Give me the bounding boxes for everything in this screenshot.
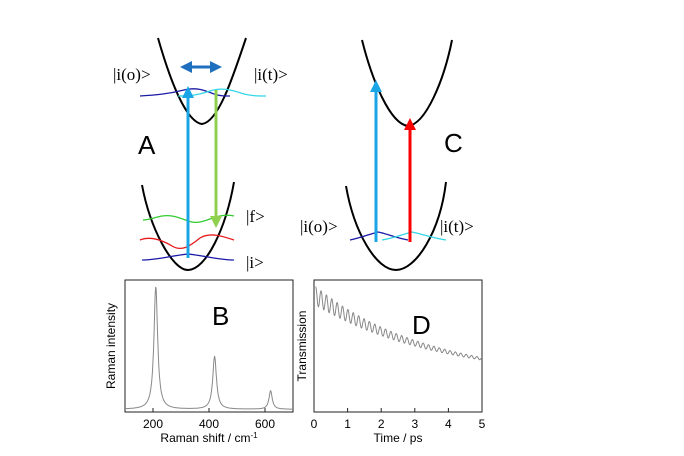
x-tick-label: 1 <box>344 417 351 431</box>
panel-c-label-io: |i(o)> <box>300 217 338 236</box>
panel-a-lower-potential <box>141 181 235 272</box>
panel-d-axes <box>313 279 483 413</box>
panel-a-wavefunction-mid <box>139 234 235 250</box>
panel-c: C |i(o)> |i(t)> <box>300 39 474 272</box>
panel-a-label-i: |i> <box>246 253 264 272</box>
panel-b-x-label-superscript: -1 <box>250 431 258 440</box>
panel-b-x-ticks: 200 400 600 <box>143 408 275 431</box>
panel-c-label-it: |i(t)> <box>440 217 474 236</box>
panel-d-y-label: Transmission <box>295 311 309 382</box>
panel-a-label-f: |f> <box>246 207 265 226</box>
x-tick-label: 400 <box>199 417 219 431</box>
panel-d-x-label: Time / ps <box>374 431 423 445</box>
x-tick-label: 4 <box>445 417 452 431</box>
panel-a-label-io: |i(o)> <box>113 65 151 84</box>
panel-c-wavepacket-it <box>381 231 447 241</box>
panel-a-label-it: |i(t)> <box>254 65 288 84</box>
panel-d-transmission-line <box>315 286 483 361</box>
x-tick-label: 200 <box>143 417 163 431</box>
panel-c-wavepacket-io <box>349 231 409 241</box>
x-tick-label: 2 <box>378 417 385 431</box>
panel-c-letter: C <box>444 128 463 158</box>
panel-b-x-label: Raman shift / cm-1 <box>160 431 258 446</box>
x-tick-label: 0 <box>311 417 318 431</box>
x-tick-label: 5 <box>479 417 486 431</box>
panel-d-x-ticks: 0 1 2 3 4 5 <box>311 408 486 431</box>
x-tick-label: 3 <box>411 417 418 431</box>
panel-b: 200 400 600 B Raman shift / cm-1 Raman int… <box>104 279 294 446</box>
panel-b-letter: B <box>212 301 229 331</box>
panel-d: 0 1 2 3 4 5 D Time / ps Transmission <box>295 279 486 445</box>
panel-a-wavepacket-it <box>177 88 267 97</box>
panel-c-lower-potential <box>345 181 447 272</box>
panel-b-x-label-text: Raman shift / cm <box>160 431 250 445</box>
panel-a-wavepacket-io <box>139 88 231 97</box>
panel-b-spectrum-line <box>125 286 293 410</box>
panel-a-upper-potential <box>157 37 247 126</box>
panel-a: A |i(o)> |i(t)> |f> |i> <box>113 37 288 272</box>
panel-d-letter: D <box>412 310 431 340</box>
panel-a-letter: A <box>138 130 156 160</box>
x-tick-label: 600 <box>255 417 275 431</box>
panel-b-y-label: Raman intensity <box>104 303 118 389</box>
